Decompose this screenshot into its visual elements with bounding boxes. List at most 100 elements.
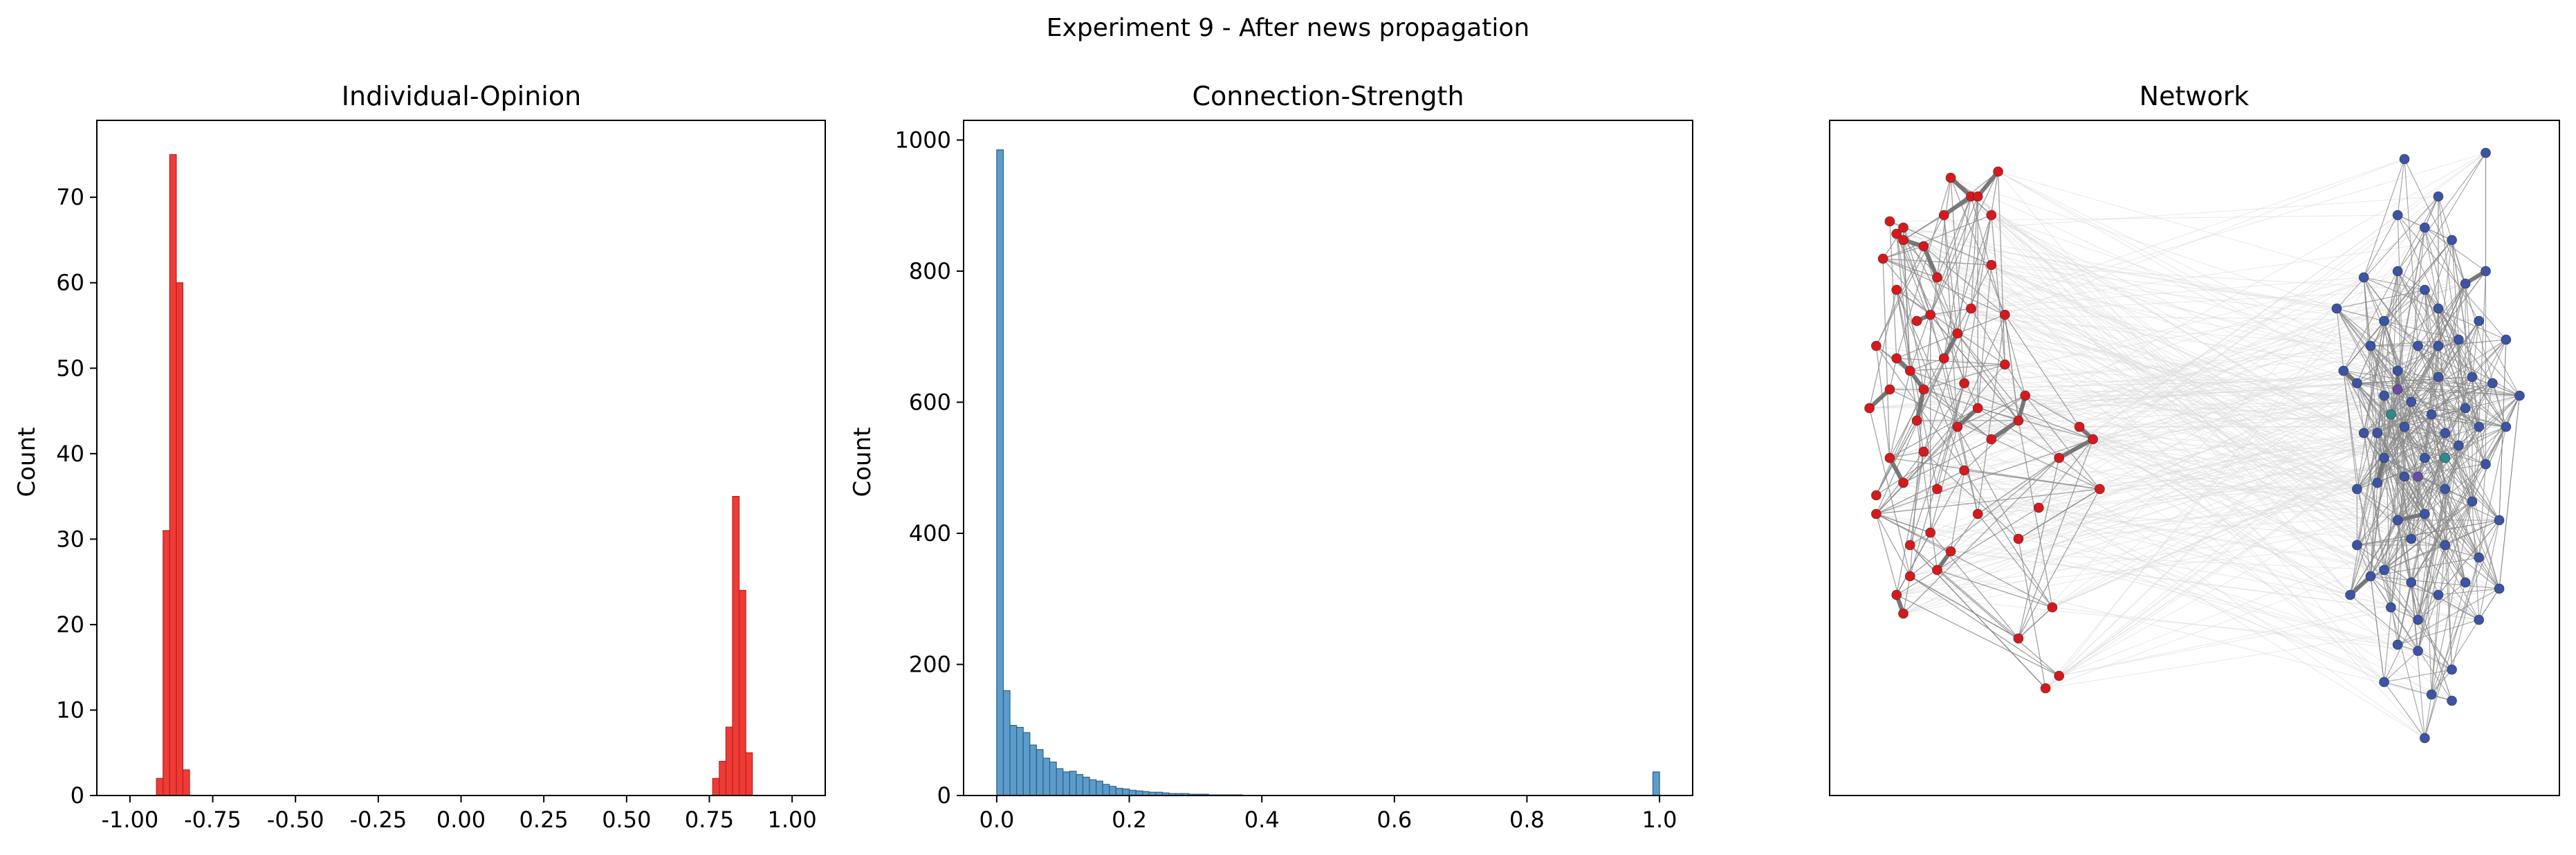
weak-edge <box>1923 451 2452 701</box>
weak-edge <box>1998 171 2398 390</box>
weak-edge <box>1937 383 2357 571</box>
edge <box>1923 246 1965 384</box>
histogram-bar <box>1016 726 1024 796</box>
edge <box>2343 370 2446 490</box>
edge <box>2343 370 2398 521</box>
histogram-bar <box>745 752 753 796</box>
edge <box>2350 401 2412 596</box>
edge <box>1903 214 1944 241</box>
edge <box>2431 544 2446 695</box>
edge <box>1875 345 1890 459</box>
edge <box>2025 395 2080 428</box>
network-node <box>2420 284 2430 295</box>
edge <box>2384 669 2452 683</box>
weak-edge <box>1896 538 2411 596</box>
network-node <box>2345 589 2355 600</box>
edge <box>2059 457 2100 490</box>
y-tick-label: 10 <box>56 697 84 723</box>
edge <box>2384 283 2466 459</box>
edge <box>2363 158 2405 278</box>
network-node <box>2013 633 2024 644</box>
network-node <box>2433 371 2444 383</box>
x-tick-label: 0.4 <box>1244 807 1280 833</box>
network-node <box>2054 670 2064 681</box>
edge <box>2478 588 2500 620</box>
network-node <box>1918 384 1929 395</box>
network-node <box>2088 434 2098 445</box>
edge <box>2418 345 2486 465</box>
network-node <box>2460 403 2471 414</box>
edge <box>2370 576 2385 683</box>
edge <box>2384 320 2459 340</box>
network-node <box>2454 440 2464 451</box>
edge <box>2357 520 2500 546</box>
edge <box>2350 389 2398 596</box>
edge <box>1909 544 2019 639</box>
edge <box>2018 488 2101 639</box>
network-node <box>1911 415 1922 426</box>
edge <box>2384 426 2479 459</box>
edge <box>1950 177 2005 315</box>
histogram-bar <box>738 589 746 796</box>
edge <box>1930 196 1978 315</box>
histogram-bar <box>1096 780 1103 796</box>
strength-histogram-panel: Connection-Strength Count 0.0 0.2 0.4 0.6 0.… <box>849 81 1693 833</box>
network-node <box>1898 235 1908 246</box>
edge <box>2424 694 2432 739</box>
edge <box>2377 376 2473 434</box>
edge <box>2472 376 2487 465</box>
edge <box>1930 308 1971 315</box>
network-node <box>1986 434 1997 445</box>
network-node <box>1891 589 1902 600</box>
edge <box>2397 389 2480 558</box>
network-node <box>2000 359 2010 370</box>
histogram-bar <box>163 530 170 796</box>
histogram-bar <box>1056 768 1064 796</box>
y-tick-label: 50 <box>56 355 84 381</box>
edge <box>2384 426 2480 571</box>
network-node <box>2420 452 2430 463</box>
weak-edge <box>2004 314 2385 683</box>
edge <box>1910 370 2093 440</box>
weak-edge <box>2059 196 2439 677</box>
edge <box>2357 383 2480 558</box>
weak-edge <box>1916 420 2452 670</box>
weak-edge <box>1889 221 2371 347</box>
edge <box>1875 389 1924 496</box>
edge <box>2418 544 2446 652</box>
weak-edge <box>2045 432 2364 689</box>
edge <box>1923 277 1938 390</box>
edge <box>1896 289 2005 365</box>
edge <box>1977 513 2053 608</box>
edge <box>2472 501 2500 589</box>
network-node <box>2372 428 2383 439</box>
edge <box>2357 320 2480 490</box>
weak-edge <box>2092 339 2459 440</box>
strong-edge <box>2057 437 2095 460</box>
edge <box>1923 451 2019 540</box>
weak-edge <box>1896 233 2466 583</box>
network-node <box>2426 409 2437 420</box>
histogram-bar <box>1009 725 1018 796</box>
edge <box>2397 270 2425 291</box>
network-node <box>2426 689 2437 700</box>
edge <box>2438 376 2480 558</box>
weak-edge <box>2059 538 2411 677</box>
weak-edge <box>1978 432 2364 515</box>
weak-edge <box>1991 214 2480 620</box>
network-node <box>2399 421 2410 432</box>
weak-edge <box>1991 214 2371 347</box>
edge <box>2478 520 2500 620</box>
edge <box>2370 289 2425 347</box>
weak-edge <box>1896 395 2384 596</box>
network-node <box>2013 415 2024 426</box>
edge <box>2404 476 2500 589</box>
edge <box>1957 333 2060 459</box>
edge <box>2411 345 2419 403</box>
edge <box>2018 439 2094 639</box>
network-node <box>2406 533 2417 544</box>
weak-edge <box>1896 233 2412 583</box>
network-node <box>1898 608 1908 619</box>
histogram-bar <box>1042 757 1051 796</box>
network-node <box>2433 303 2444 314</box>
